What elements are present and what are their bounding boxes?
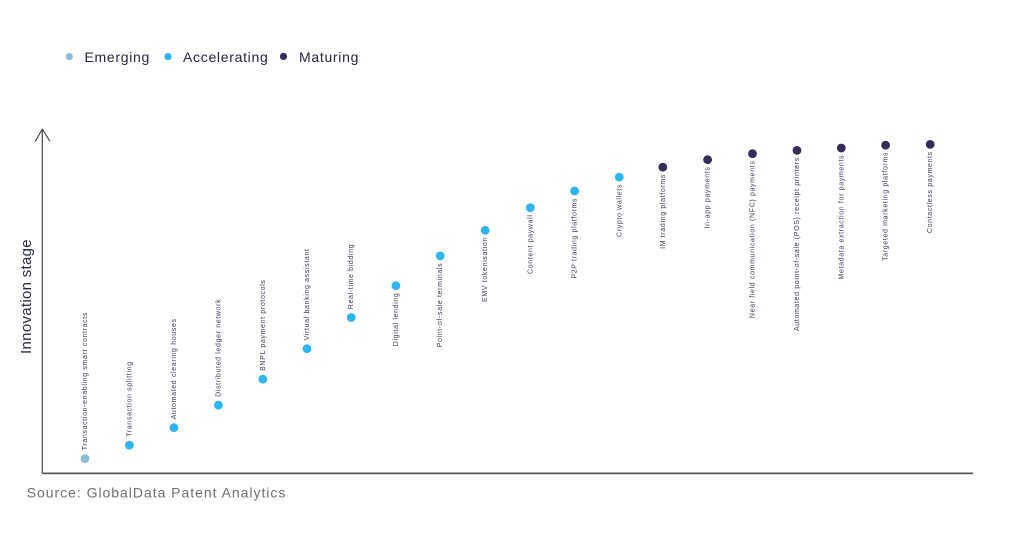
svg-text:Point-of-sale terminals: Point-of-sale terminals <box>437 263 444 348</box>
svg-text:Emerging: Emerging <box>85 49 151 65</box>
svg-text:Transaction splitting: Transaction splitting <box>126 361 133 437</box>
svg-text:Transaction-enabling smart con: Transaction-enabling smart contracts <box>82 312 89 450</box>
svg-text:Content paywall: Content paywall <box>527 214 534 274</box>
svg-text:Targeted marketing platforms: Targeted marketing platforms <box>883 152 890 261</box>
svg-text:Digital lending: Digital lending <box>393 293 400 347</box>
svg-text:IM trading platforms: IM trading platforms <box>660 174 667 249</box>
svg-text:Distributed ledger network: Distributed ledger network <box>215 299 222 397</box>
svg-text:Real-time bidding: Real-time bidding <box>348 244 355 310</box>
svg-text:EMV tokenisation: EMV tokenisation <box>482 237 489 302</box>
svg-text:Near field communication (NFC): Near field communication (NFC) payments <box>750 161 757 319</box>
svg-text:Innovation stage: Innovation stage <box>18 239 35 354</box>
svg-text:Automated point-of-sale (POS): Automated point-of-sale (POS) receipt pr… <box>794 157 801 331</box>
svg-text:Crypto wallets: Crypto wallets <box>616 184 623 237</box>
svg-text:Source: GlobalData Patent Anal: Source: GlobalData Patent Analytics <box>27 485 287 501</box>
svg-text:BNPL payment protocols: BNPL payment protocols <box>260 279 267 370</box>
svg-text:Accelerating: Accelerating <box>183 49 268 65</box>
svg-text:Automated clearing houses: Automated clearing houses <box>171 318 178 419</box>
svg-text:Contactless payments: Contactless payments <box>927 151 934 233</box>
svg-text:Metadata extraction for paymen: Metadata extraction for payments <box>838 155 845 280</box>
svg-text:Virtual banking assistant: Virtual banking assistant <box>304 248 311 340</box>
svg-text:In-app payments: In-app payments <box>705 167 712 229</box>
svg-text:P2P trading platforms: P2P trading platforms <box>572 198 579 279</box>
svg-text:Maturing: Maturing <box>299 49 359 65</box>
